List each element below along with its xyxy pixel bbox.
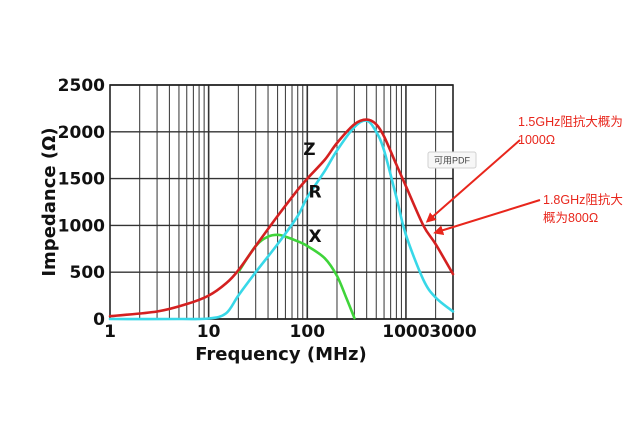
annotation-arrow — [425, 139, 521, 223]
grid — [110, 84, 453, 320]
series-line-x — [237, 233, 356, 320]
series-lines — [108, 118, 455, 321]
pdf-badge-label[interactable]: 可用PDF — [434, 156, 471, 166]
x-tick-label: 3000 — [429, 322, 476, 342]
series-line-r — [108, 119, 455, 321]
y-tick-label: 2500 — [58, 76, 105, 96]
x-tick-label: 1 — [104, 322, 116, 342]
x-axis-ticks: 1 10 100 1000 3000 — [104, 322, 477, 342]
plot-frame — [109, 84, 454, 320]
annotation-text: 1000Ω — [518, 133, 555, 147]
plot-background — [110, 85, 453, 319]
y-tick-label: 2000 — [58, 123, 105, 143]
series-line-z — [108, 118, 455, 318]
x-tick-label: 1000 — [382, 322, 429, 342]
y-tick-label: 1500 — [58, 170, 105, 190]
y-axis-label: Impedance (Ω) — [39, 127, 60, 276]
y-tick-label: 500 — [70, 263, 106, 283]
x-tick-label: 10 — [197, 322, 221, 342]
y-tick-label: 1000 — [58, 216, 105, 236]
y-tick-label: 0 — [93, 310, 105, 330]
series-labels: Z R X — [303, 140, 321, 247]
annotation-text: 1.5GHz阻抗大概为 — [518, 114, 623, 129]
annotation-text: 概为800Ω — [543, 211, 598, 225]
pdf-badge-box[interactable] — [427, 151, 477, 169]
series-label-x: X — [309, 227, 322, 247]
annotation-arrow — [433, 199, 541, 236]
series-label-z: Z — [303, 140, 315, 160]
annotation-text: 1.8GHz阻抗大 — [543, 192, 623, 207]
series-label-r: R — [309, 182, 322, 202]
pdf-badge[interactable]: 可用PDF — [427, 151, 477, 169]
y-axis-ticks: 0 500 1000 1500 2000 2500 — [58, 76, 105, 330]
x-tick-label: 100 — [290, 322, 326, 342]
x-axis-label: Frequency (MHz) — [195, 344, 367, 365]
